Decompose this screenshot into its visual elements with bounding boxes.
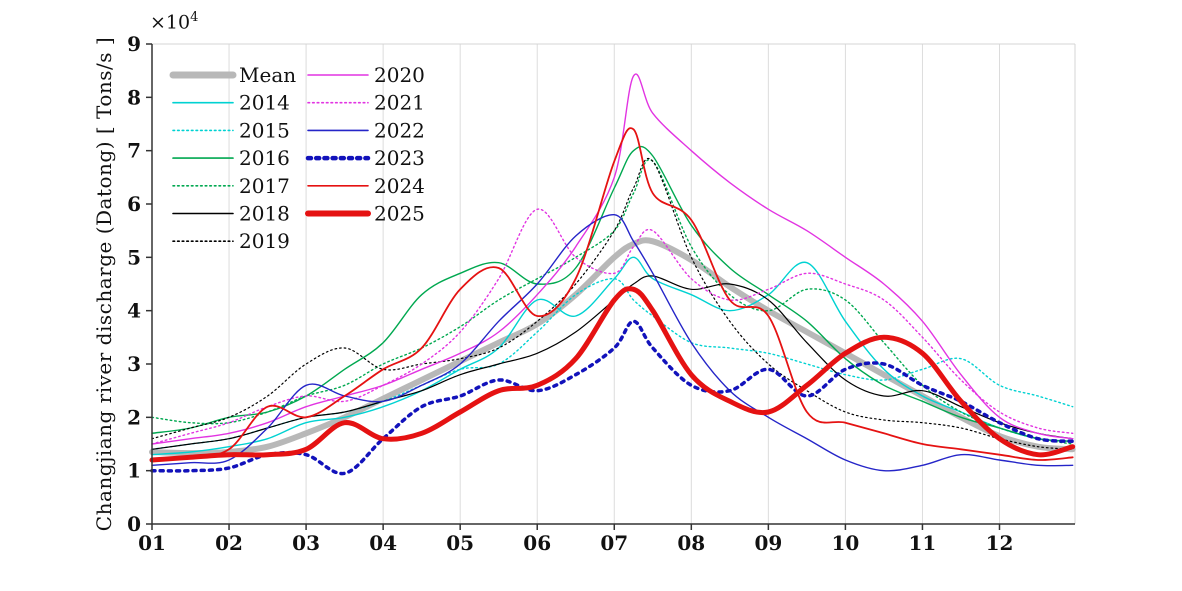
legend-item-2020: 2020 <box>307 63 425 87</box>
legend-item-2018: 2018 <box>172 202 290 226</box>
legend-label-2018: 2018 <box>239 202 290 226</box>
exponent-base: ×10 <box>150 11 191 34</box>
series-2019-line <box>151 158 1074 450</box>
legend-item-2016: 2016 <box>172 146 290 170</box>
x-tick-label-08: 08 <box>677 531 705 555</box>
x-tick-label-04: 04 <box>369 531 397 555</box>
x-tick-label-09: 09 <box>754 531 782 555</box>
exponent-power: 4 <box>190 10 199 25</box>
legend-item-2021: 2021 <box>307 91 425 115</box>
series-2020-line <box>151 73 1074 445</box>
legend-item-2015: 2015 <box>172 118 290 142</box>
series-2022-line <box>151 213 1074 472</box>
legend-item-2025: 2025 <box>305 202 425 226</box>
x-tick-label-07: 07 <box>600 531 628 555</box>
legend-item-2017: 2017 <box>172 174 290 198</box>
legend-label-2014: 2014 <box>239 91 290 115</box>
x-tick-label-05: 05 <box>446 531 474 555</box>
legend-label-2019: 2019 <box>239 229 290 253</box>
legend-item-2019: 2019 <box>172 229 290 253</box>
y-tick-label-1: 1 <box>127 459 141 483</box>
legend-label-2024: 2024 <box>374 174 425 198</box>
series-2021-line <box>151 208 1074 445</box>
y-tick-label-3: 3 <box>127 352 141 376</box>
series-2016-line <box>151 145 1074 442</box>
y-tick-labels: 0 1 2 3 4 5 6 7 8 9 <box>127 32 152 536</box>
legend-item-mean: Mean <box>169 63 296 87</box>
y-tick-label-7: 7 <box>127 139 141 163</box>
y-tick-label-5: 5 <box>127 245 141 269</box>
legend-label-2022: 2022 <box>374 118 425 142</box>
y-axis-exponent-label: ×104 <box>150 10 198 33</box>
x-tick-labels: 01 02 03 04 05 06 07 08 09 10 11 12 <box>138 524 1013 555</box>
legend-label-2017: 2017 <box>239 174 290 198</box>
x-tick-label-03: 03 <box>292 531 320 555</box>
legend-item-2014: 2014 <box>172 91 290 115</box>
y-tick-label-0: 0 <box>127 512 141 536</box>
legend-item-2022: 2022 <box>307 118 425 142</box>
legend-label-mean: Mean <box>239 63 296 87</box>
x-tick-label-06: 06 <box>523 531 551 555</box>
x-tick-label-02: 02 <box>215 531 243 555</box>
series-2017-line <box>151 158 1074 445</box>
legend-label-2020: 2020 <box>374 63 425 87</box>
legend-label-2015: 2015 <box>239 118 290 142</box>
legend-item-2023: 2023 <box>305 146 425 170</box>
x-tick-label-12: 12 <box>986 531 1014 555</box>
y-tick-label-6: 6 <box>127 192 141 216</box>
y-tick-label-2: 2 <box>127 405 141 429</box>
legend-item-2024: 2024 <box>307 174 425 198</box>
x-tick-label-10: 10 <box>831 531 859 555</box>
y-tick-label-4: 4 <box>127 299 141 323</box>
legend-label-2023: 2023 <box>374 146 425 170</box>
legend: Mean 2014 2015 2016 2017 2018 2019 2020 2021 2022… <box>169 63 425 253</box>
x-tick-label-11: 11 <box>909 531 937 555</box>
legend-label-2025: 2025 <box>374 202 425 226</box>
series-2025-line <box>149 286 1076 463</box>
y-tick-label-8: 8 <box>127 85 141 109</box>
legend-label-2016: 2016 <box>239 146 290 170</box>
y-tick-label-9: 9 <box>127 32 141 56</box>
y-axis-label: Changjiang river discharge (Datong) [ To… <box>92 36 116 532</box>
legend-label-2021: 2021 <box>374 91 425 115</box>
series-lines <box>149 73 1076 476</box>
series-2023-line <box>150 319 1075 476</box>
x-tick-label-01: 01 <box>138 531 166 555</box>
series-2014-line <box>151 256 1074 456</box>
series-2024-line <box>151 127 1074 461</box>
